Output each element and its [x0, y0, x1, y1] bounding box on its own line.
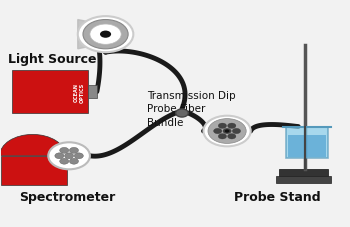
Circle shape: [60, 159, 69, 164]
Circle shape: [100, 31, 111, 39]
Circle shape: [228, 123, 236, 129]
Polygon shape: [78, 20, 106, 49]
Circle shape: [218, 123, 226, 129]
Circle shape: [83, 20, 128, 49]
Circle shape: [228, 134, 236, 139]
Circle shape: [208, 119, 246, 144]
FancyBboxPatch shape: [288, 135, 326, 157]
Circle shape: [176, 109, 188, 118]
Circle shape: [69, 159, 78, 164]
Circle shape: [55, 153, 64, 159]
Circle shape: [218, 134, 226, 139]
Text: Probe Stand: Probe Stand: [234, 190, 321, 203]
Circle shape: [60, 148, 69, 154]
Text: Spectrometer: Spectrometer: [19, 190, 115, 203]
Text: Light Source: Light Source: [8, 53, 97, 66]
Circle shape: [232, 129, 241, 134]
Text: OCEAN
OPTICS: OCEAN OPTICS: [74, 82, 85, 102]
FancyBboxPatch shape: [12, 71, 88, 114]
Circle shape: [223, 129, 231, 134]
Circle shape: [78, 17, 133, 53]
FancyBboxPatch shape: [276, 176, 331, 183]
Wedge shape: [0, 135, 66, 156]
FancyBboxPatch shape: [88, 86, 97, 99]
Circle shape: [203, 116, 251, 147]
Circle shape: [214, 129, 222, 134]
Circle shape: [225, 130, 230, 133]
FancyBboxPatch shape: [286, 127, 328, 158]
Circle shape: [65, 153, 74, 159]
Circle shape: [69, 148, 78, 154]
Circle shape: [48, 143, 90, 170]
FancyBboxPatch shape: [279, 170, 328, 178]
Text: Transmission Dip
Probe Fiber
Bundle: Transmission Dip Probe Fiber Bundle: [147, 91, 236, 127]
Circle shape: [90, 25, 121, 45]
FancyBboxPatch shape: [1, 156, 67, 185]
Circle shape: [74, 153, 83, 159]
